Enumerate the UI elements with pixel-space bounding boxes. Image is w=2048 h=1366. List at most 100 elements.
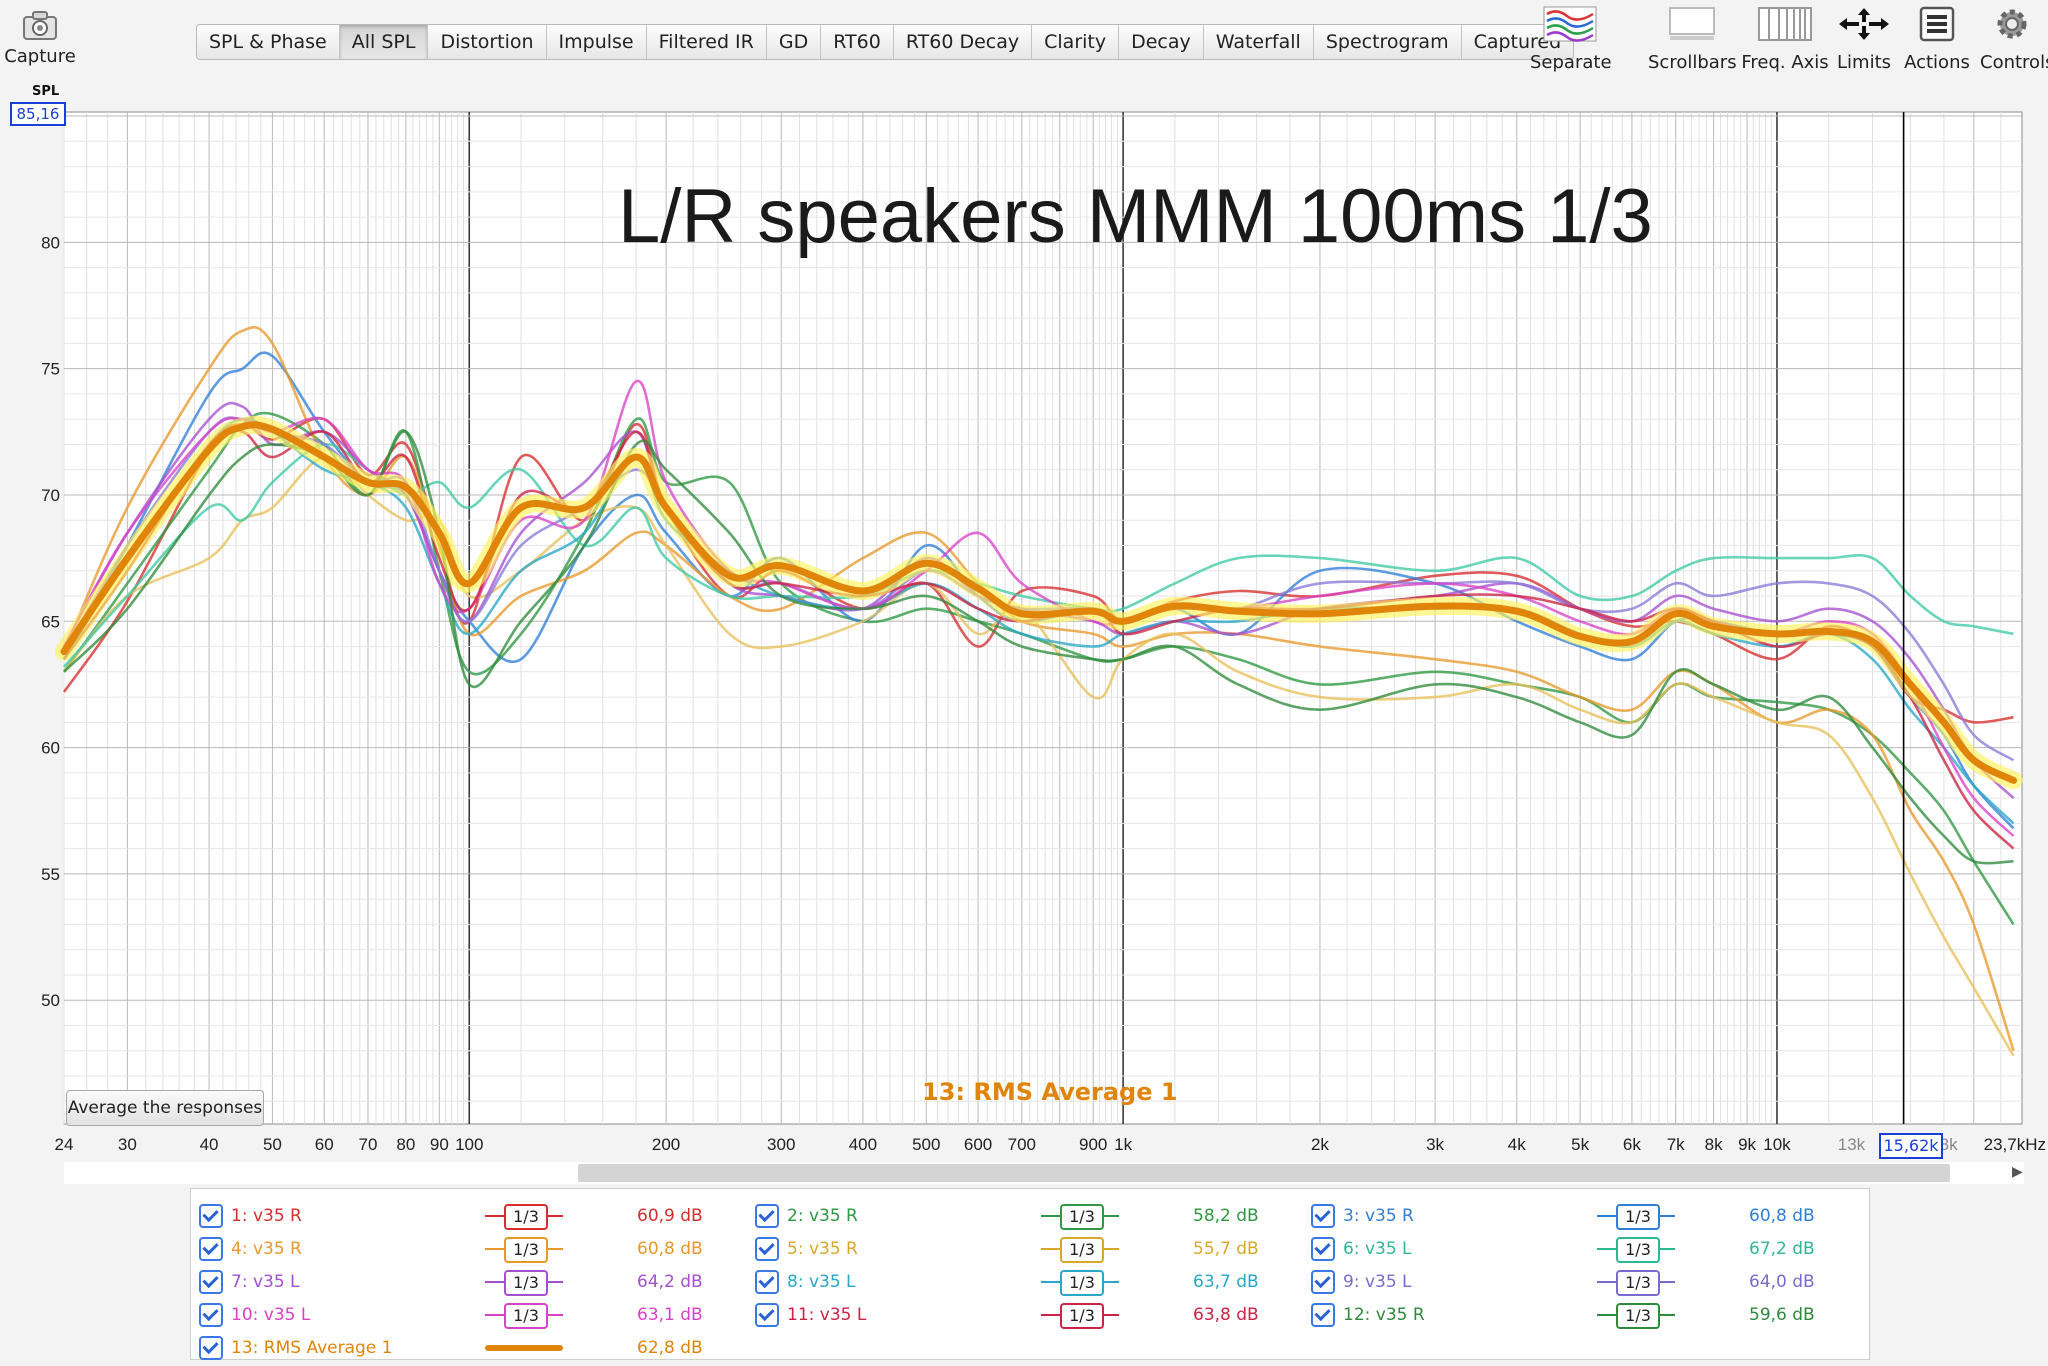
smoothing-button[interactable]: 1/3 — [1041, 1201, 1119, 1231]
actions-button[interactable]: Actions — [1900, 6, 1974, 73]
scroll-right-arrow[interactable]: ▶ — [2012, 1164, 2023, 1180]
smoothing-label: 1/3 — [504, 1303, 548, 1329]
tab-gd[interactable]: GD — [767, 25, 822, 59]
smoothing-button[interactable]: 1/3 — [1597, 1300, 1675, 1330]
scrollbars-label: Scrollbars — [1648, 52, 1737, 73]
tab-spectrogram[interactable]: Spectrogram — [1314, 25, 1462, 59]
legend-item-name[interactable]: 8: v35 L — [787, 1272, 856, 1292]
legend-checkbox[interactable] — [755, 1204, 779, 1228]
legend-item-name[interactable]: 4: v35 R — [231, 1239, 302, 1259]
x-tick-label: 1k — [1114, 1135, 1132, 1154]
legend-item-level: 55,7 dB — [1193, 1239, 1259, 1259]
tab-clarity[interactable]: Clarity — [1032, 25, 1120, 59]
legend-item-level: 58,2 dB — [1193, 1206, 1259, 1226]
legend-checkbox[interactable] — [1311, 1204, 1335, 1228]
smoothing-label: 1/3 — [1060, 1204, 1104, 1230]
x-tick-label: 500 — [912, 1135, 940, 1154]
legend-checkbox[interactable] — [199, 1237, 223, 1261]
x-tick-label: 700 — [1008, 1135, 1036, 1154]
smoothing-label: 1/3 — [1616, 1237, 1660, 1263]
scrollbars-button[interactable]: Scrollbars — [1648, 6, 1737, 73]
x-tick-label: 7k — [1667, 1135, 1685, 1154]
x-tick-label: 50 — [263, 1135, 282, 1154]
legend-item-level: 64,0 dB — [1749, 1272, 1815, 1292]
x-tick-label: 30 — [118, 1135, 137, 1154]
smoothing-button[interactable]: 1/3 — [485, 1300, 563, 1330]
smoothing-button[interactable]: 1/3 — [485, 1234, 563, 1264]
legend-item-level: 63,8 dB — [1193, 1305, 1259, 1325]
separate-button[interactable]: Separate — [1530, 6, 1612, 73]
x-tick-label: 23,7kHz — [1984, 1135, 2046, 1154]
legend-checkbox[interactable] — [1311, 1237, 1335, 1261]
legend-checkbox[interactable] — [755, 1270, 779, 1294]
legend-item-name[interactable]: 2: v35 R — [787, 1206, 858, 1226]
legend-checkbox[interactable] — [199, 1270, 223, 1294]
tab-distortion[interactable]: Distortion — [428, 25, 547, 59]
tab-decay[interactable]: Decay — [1119, 25, 1204, 59]
legend-item-name[interactable]: 1: v35 R — [231, 1206, 302, 1226]
tab-captured[interactable]: Captured — [1473, 31, 1562, 53]
x-tick-label: 40 — [200, 1135, 219, 1154]
tab-impulse[interactable]: Impulse — [547, 25, 647, 59]
average-responses-button[interactable]: Average the responses — [66, 1090, 264, 1126]
tab-rt60-decay[interactable]: RT60 Decay — [894, 25, 1033, 59]
spl-chart[interactable]: 50 55 60 65 70 75 80 24 30 40 50 60 70 80 90 100 200 300… — [0, 84, 2048, 1174]
smoothing-button[interactable]: 1/3 — [1041, 1234, 1119, 1264]
separate-label: Separate — [1530, 52, 1612, 73]
legend-item-name[interactable]: 10: v35 L — [231, 1305, 311, 1325]
limits-button[interactable]: Limits — [1832, 6, 1896, 73]
limits-arrows-icon — [1839, 8, 1889, 40]
y-tick-label: 50 — [41, 991, 60, 1010]
y-tick-label: 55 — [41, 865, 60, 884]
y-readout-box[interactable]: 85,16 — [10, 102, 66, 126]
trace-label: 13: RMS Average 1 — [922, 1078, 1178, 1106]
y-tick-label: 60 — [41, 739, 60, 758]
legend-item: 5: v35 R 1/3 55,7 dB — [747, 1234, 1303, 1264]
legend-checkbox[interactable] — [1311, 1303, 1335, 1327]
legend-item: 12: v35 R 1/3 59,6 dB — [1303, 1300, 1859, 1330]
smoothing-button[interactable]: 1/3 — [1597, 1201, 1675, 1231]
smoothing-button[interactable]: 1/3 — [485, 1201, 563, 1231]
y-tick-label: 80 — [41, 233, 60, 252]
cursor-frequency-readout[interactable]: 15,62k — [1879, 1133, 1943, 1159]
horizontal-scrollbar[interactable] — [64, 1162, 2024, 1184]
legend-checkbox[interactable] — [199, 1204, 223, 1228]
controls-button[interactable]: Controls — [1976, 6, 2048, 73]
legend-checkbox[interactable] — [1311, 1270, 1335, 1294]
legend-item: 13: RMS Average 1 62,8 dB — [191, 1333, 747, 1363]
legend-line-style[interactable] — [485, 1333, 563, 1363]
capture-button[interactable]: Capture — [2, 6, 78, 76]
legend-checkbox[interactable] — [199, 1336, 223, 1360]
legend-item-name[interactable]: 11: v35 L — [787, 1305, 867, 1325]
legend-item: 8: v35 L 1/3 63,7 dB — [747, 1267, 1303, 1297]
legend-checkbox[interactable] — [755, 1303, 779, 1327]
smoothing-button[interactable]: 1/3 — [1597, 1267, 1675, 1297]
x-tick-label: 100 — [455, 1135, 483, 1154]
tab-waterfall[interactable]: Waterfall — [1204, 25, 1314, 59]
legend-item: 10: v35 L 1/3 63,1 dB — [191, 1300, 747, 1330]
smoothing-button[interactable]: 1/3 — [1041, 1300, 1119, 1330]
legend-item-name[interactable]: 6: v35 L — [1343, 1239, 1412, 1259]
legend-item-name[interactable]: 3: v35 R — [1343, 1206, 1414, 1226]
smoothing-label: 1/3 — [1616, 1270, 1660, 1296]
legend-item-name[interactable]: 9: v35 L — [1343, 1272, 1412, 1292]
x-tick-label: 900 — [1079, 1135, 1107, 1154]
legend-item-name[interactable]: 7: v35 L — [231, 1272, 300, 1292]
legend-item-name[interactable]: 5: v35 R — [787, 1239, 858, 1259]
legend-item: 11: v35 L 1/3 63,8 dB — [747, 1300, 1303, 1330]
tab-rt60[interactable]: RT60 — [821, 25, 894, 59]
scrollbar-thumb[interactable] — [578, 1164, 1950, 1182]
smoothing-label: 1/3 — [1616, 1204, 1660, 1230]
legend-checkbox[interactable] — [755, 1237, 779, 1261]
smoothing-button[interactable]: 1/3 — [1597, 1234, 1675, 1264]
tab-filtered-ir[interactable]: Filtered IR — [647, 25, 767, 59]
legend-checkbox[interactable] — [199, 1303, 223, 1327]
tab-all-spl[interactable]: All SPL — [339, 25, 429, 59]
smoothing-button[interactable]: 1/3 — [1041, 1267, 1119, 1297]
smoothing-label: 1/3 — [504, 1270, 548, 1296]
freq-axis-button[interactable]: Freq. Axis — [1740, 6, 1830, 73]
legend-item-name[interactable]: 13: RMS Average 1 — [231, 1338, 393, 1358]
legend-item-name[interactable]: 12: v35 R — [1343, 1305, 1425, 1325]
smoothing-button[interactable]: 1/3 — [485, 1267, 563, 1297]
tab-spl-phase[interactable]: SPL & Phase — [197, 25, 340, 59]
